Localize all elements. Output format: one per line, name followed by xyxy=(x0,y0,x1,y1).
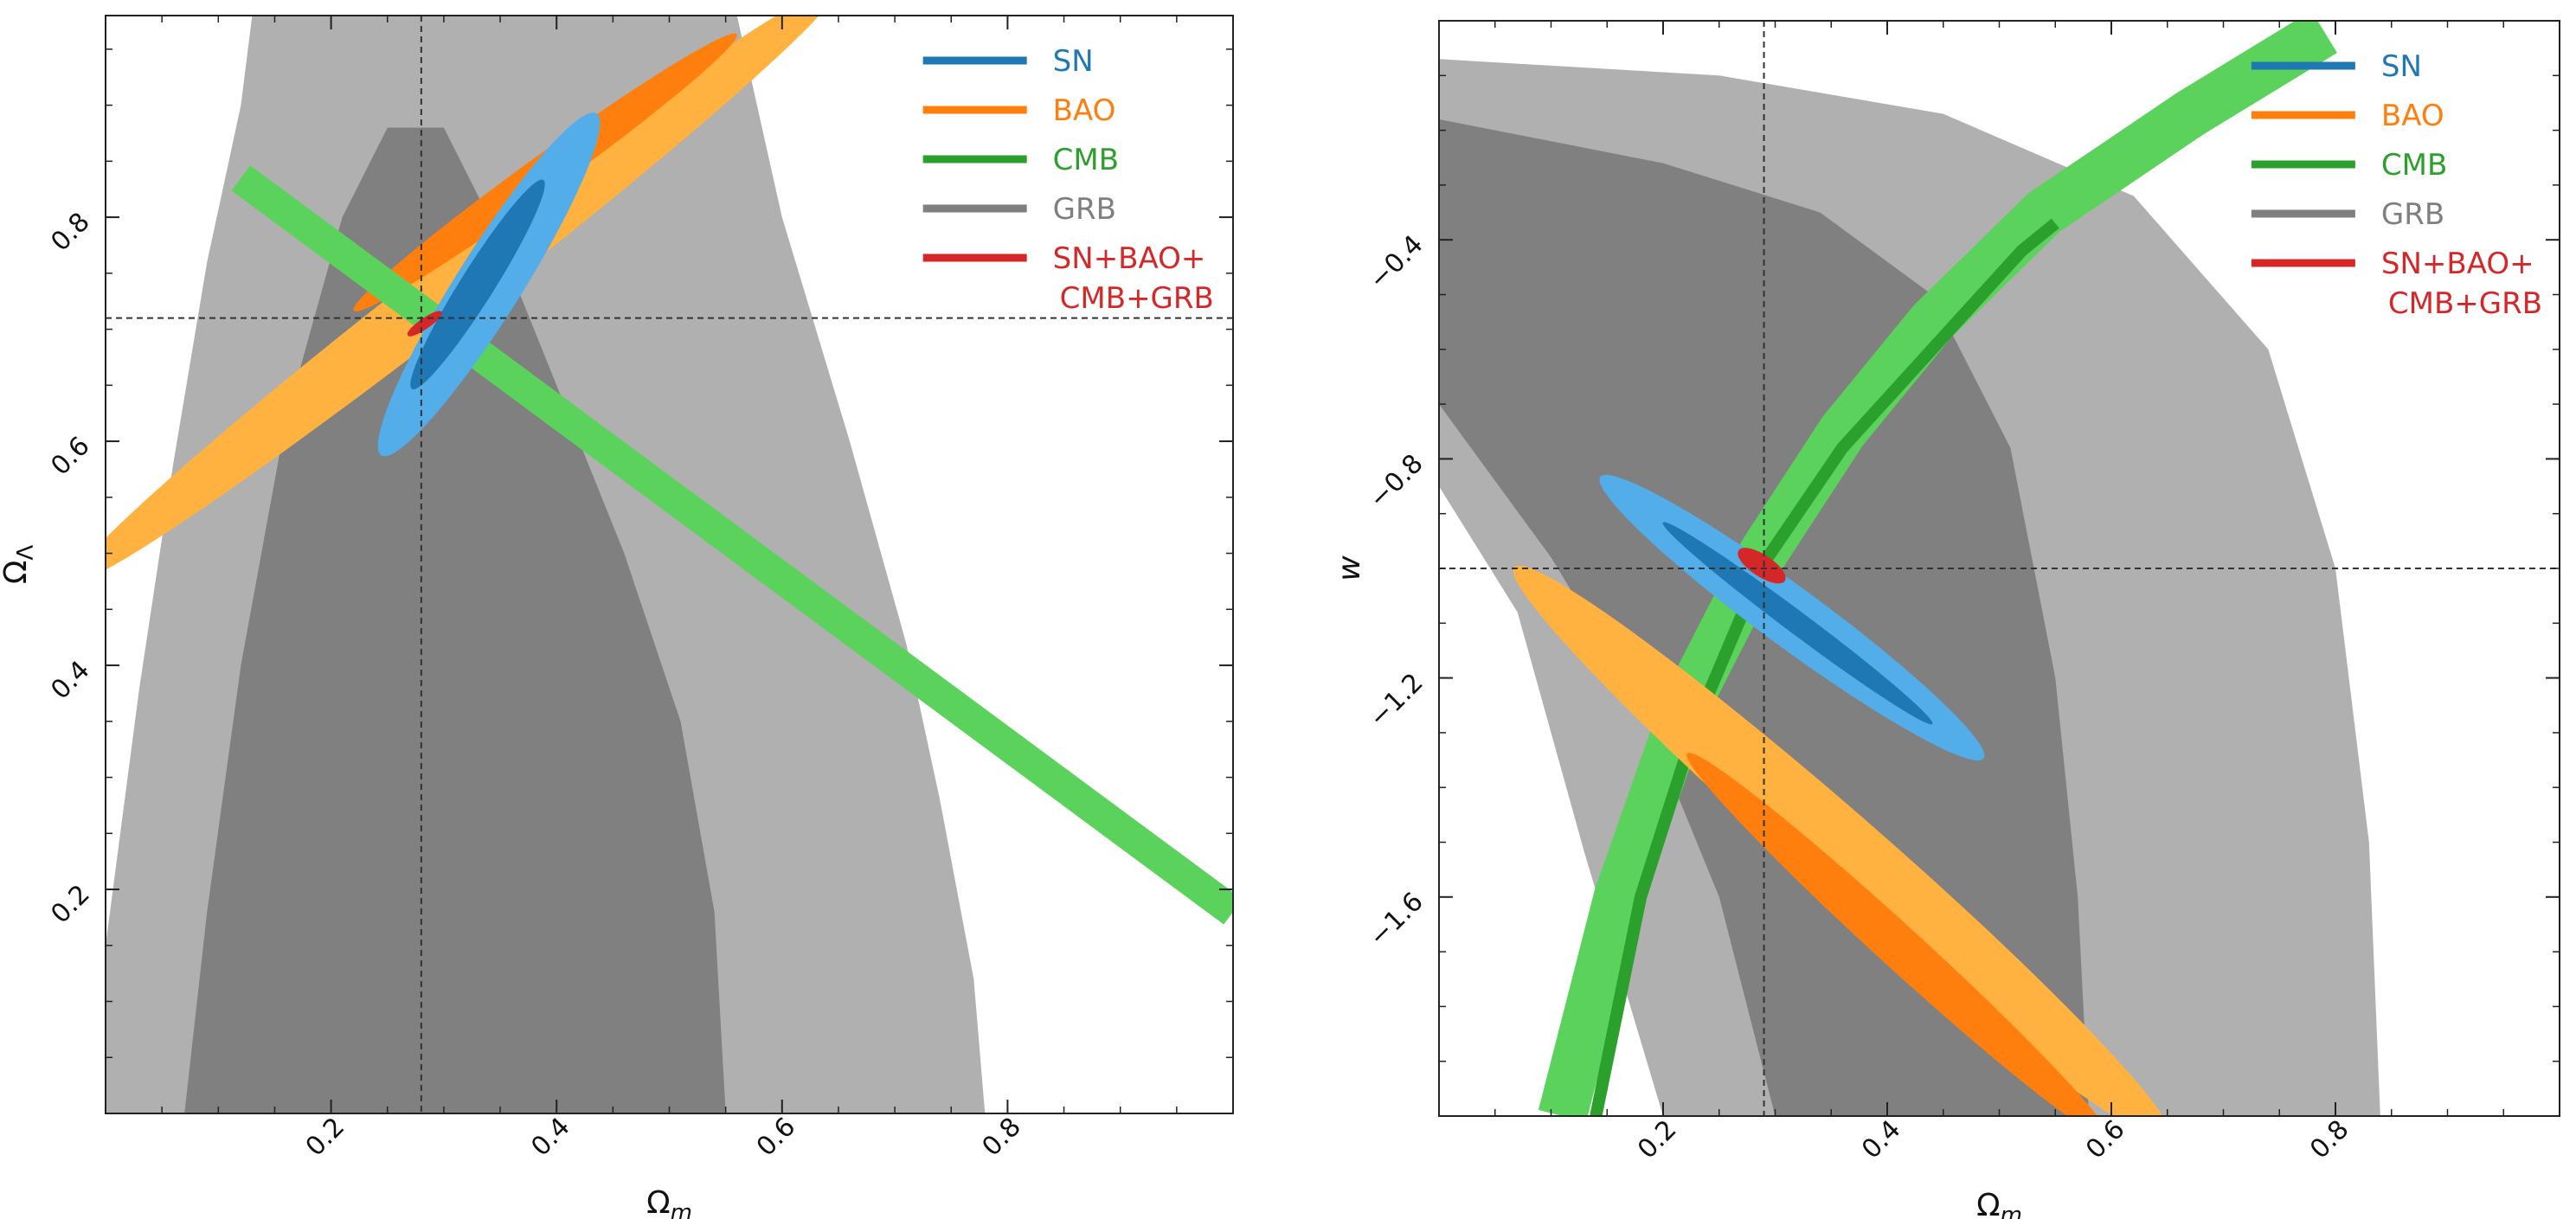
y-tick-label: 0.6 xyxy=(45,431,95,481)
x-axis-title: Ωm xyxy=(646,1185,692,1219)
y-tick-label: −1.2 xyxy=(1363,668,1429,734)
y-tick-label: 0.8 xyxy=(45,207,95,257)
contour-sn-bao-cmb-grb-combined xyxy=(1738,548,1786,584)
y-tick-label: −0.4 xyxy=(1363,229,1429,295)
y-axis-title: ΩΛ xyxy=(0,545,39,585)
x-tick-label: 0.4 xyxy=(525,1112,575,1162)
plot-area xyxy=(1439,21,2560,1116)
legend-label: BAO xyxy=(1053,93,1116,128)
x-axis-title-main: Ω xyxy=(1976,1188,2001,1219)
y-axis-title-sub: Λ xyxy=(13,545,39,561)
x-axis-title: Ωm xyxy=(1976,1188,2022,1219)
x-tick-label: 0.6 xyxy=(751,1112,801,1162)
contour-bao-1sigma xyxy=(1686,753,2097,1116)
y-tick-label: 0.4 xyxy=(45,655,95,705)
y-tick-label: 0.2 xyxy=(45,879,95,929)
contour-cmb-2sigma xyxy=(1538,21,2337,1116)
y-axis-title: w xyxy=(1332,555,1367,581)
legend-label: GRB xyxy=(1053,192,1116,227)
x-tick-label: 0.8 xyxy=(976,1112,1026,1162)
y-tick-label: −1.6 xyxy=(1363,887,1429,953)
x-tick-label: 0.6 xyxy=(2080,1114,2130,1164)
right-panel-omegam-w: 0.2 0.4 0.6 0.8 −1.6 −1.2 −0.8 −0.4 Ωm w SN BAO CMB G… xyxy=(1332,20,2560,1219)
legend-label: CMB xyxy=(2381,148,2447,183)
legend-label: SN+BAO+ xyxy=(2381,247,2534,281)
plot-area xyxy=(106,16,1233,1113)
x-tick-label: 0.2 xyxy=(300,1112,350,1162)
y-axis-title-main: w xyxy=(1332,555,1367,581)
legend-label: SN+BAO+ xyxy=(1053,241,1206,276)
legend-label-line2: CMB+GRB xyxy=(2388,286,2542,321)
legend-label: GRB xyxy=(2381,197,2444,232)
contour-cmb-2sigma xyxy=(231,165,1233,925)
y-tick-label: −0.8 xyxy=(1363,448,1429,514)
legend-label: BAO xyxy=(2381,99,2444,133)
y-axis-title-main: Ω xyxy=(0,561,34,585)
legend-label: SN xyxy=(1053,44,1094,79)
legend-label: CMB xyxy=(1053,143,1119,177)
x-axis-title-sub: m xyxy=(2001,1203,2022,1219)
x-axis-title-sub: m xyxy=(671,1200,692,1219)
contour-cmb-1sigma xyxy=(1590,218,2059,1116)
contour-bao-2sigma xyxy=(1513,565,2163,1116)
contour-sn-1sigma xyxy=(410,179,545,389)
left-panel-omegam-omegalambda: 0.2 0.4 0.6 0.80.20.40.60.8ΩmΩΛSNBAOCMBGRBS… xyxy=(0,15,1234,1219)
x-tick-label: 0.4 xyxy=(1856,1114,1906,1164)
legend-label: SN xyxy=(2381,49,2422,84)
x-tick-label: 0.8 xyxy=(2304,1114,2354,1164)
x-tick-label: 0.2 xyxy=(1632,1114,1682,1164)
legend-label-line2: CMB+GRB xyxy=(1060,281,1214,316)
contour-sn-1sigma xyxy=(1662,522,1933,725)
x-axis-title-main: Ω xyxy=(646,1185,671,1219)
